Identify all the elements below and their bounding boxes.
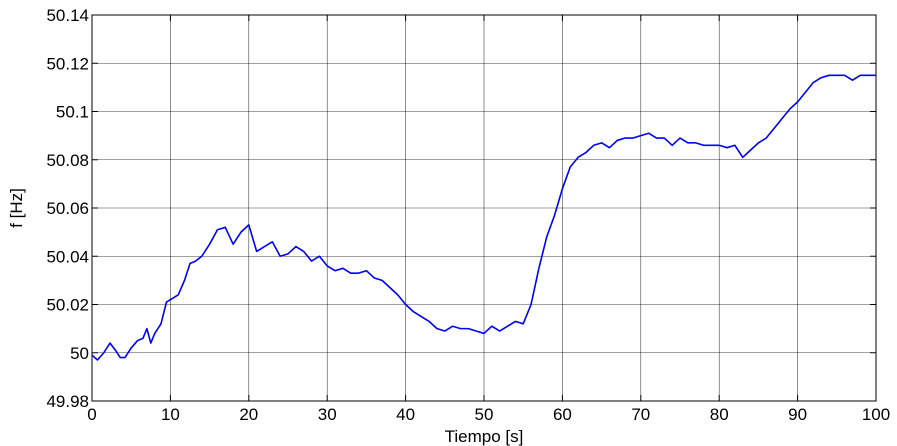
y-tick-label: 50.06 [46, 199, 89, 218]
axis-ticks [91, 14, 877, 402]
y-tick-label: 50.14 [46, 6, 89, 25]
y-tick-label: 49.98 [46, 392, 89, 411]
x-tick-label: 60 [553, 405, 572, 424]
x-tick-label: 90 [788, 405, 807, 424]
x-tick-label: 0 [87, 405, 96, 424]
grid-lines [92, 15, 876, 401]
x-tick-label: 70 [631, 405, 650, 424]
y-tick-label: 50.12 [46, 54, 89, 73]
x-tick-label: 30 [318, 405, 337, 424]
x-tick-label: 50 [475, 405, 494, 424]
y-tick-label: 50.02 [46, 296, 89, 315]
x-tick-label: 100 [862, 405, 890, 424]
x-tick-label: 40 [396, 405, 415, 424]
y-tick-label: 50.08 [46, 151, 89, 170]
x-tick-label: 20 [239, 405, 258, 424]
x-tick-labels: 0 10 20 30 40 50 60 70 80 90 100 [87, 405, 890, 424]
y-tick-label: 50 [70, 344, 89, 363]
y-tick-label: 50.04 [46, 247, 89, 266]
y-axis-label: f [Hz] [7, 188, 26, 228]
y-tick-label: 50.1 [56, 103, 89, 122]
x-tick-label: 80 [710, 405, 729, 424]
y-tick-labels: 49.98 50 50.02 50.04 50.06 50.08 50.1 50.12 50.1… [46, 6, 89, 411]
x-axis-label: Tiempo [s] [445, 427, 524, 446]
x-tick-label: 10 [161, 405, 180, 424]
series-line-frequency [91, 74, 876, 361]
